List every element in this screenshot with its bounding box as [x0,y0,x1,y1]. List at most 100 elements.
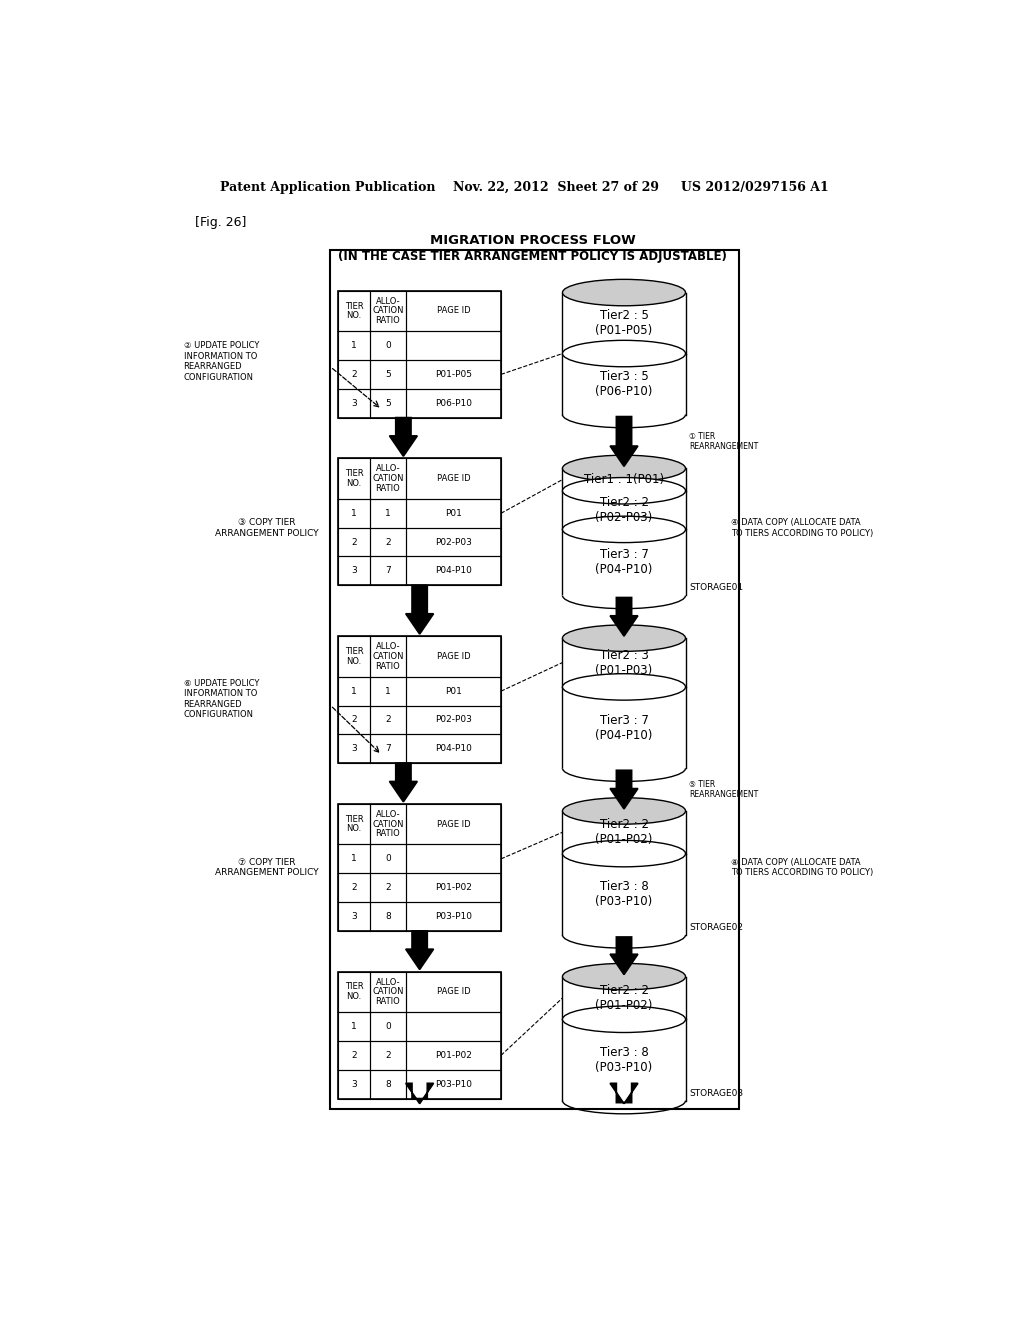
Text: [Fig. 26]: [Fig. 26] [196,216,247,230]
Bar [562,595,685,602]
Bar [406,557,501,585]
Bar [338,360,370,389]
Text: PAGE ID: PAGE ID [436,820,470,829]
Bar [338,557,370,585]
Bar [406,499,501,528]
Bar [406,290,501,331]
Text: P06-P10: P06-P10 [435,399,472,408]
Bar [562,414,685,421]
Bar [370,677,406,706]
Text: 1: 1 [351,686,357,696]
Text: ALLO-
CATION
RATIO: ALLO- CATION RATIO [372,978,403,1006]
Text: 7: 7 [385,566,391,576]
Bar [338,528,370,557]
Text: 2: 2 [351,883,357,892]
Text: STORAGE01: STORAGE01 [689,583,743,593]
Text: Tier3 : 8
(P03-P10): Tier3 : 8 (P03-P10) [595,880,652,908]
Bar [338,874,370,902]
Bar [338,804,501,931]
Bar [338,677,370,706]
Bar [331,249,739,1109]
Text: 8: 8 [385,912,391,921]
Text: 2: 2 [351,370,357,379]
Text: P01: P01 [445,508,462,517]
Text: 2: 2 [385,1051,391,1060]
Text: STORAGE03: STORAGE03 [689,1089,743,1097]
Ellipse shape [562,280,685,306]
Text: P02-P03: P02-P03 [435,715,472,725]
Text: TIER
NO.: TIER NO. [345,647,364,665]
Text: ④ DATA COPY (ALLOCATE DATA
TO TIERS ACCORDING TO POLICY): ④ DATA COPY (ALLOCATE DATA TO TIERS ACCO… [731,519,873,537]
Text: P01-P02: P01-P02 [435,883,472,892]
Text: Tier2 : 2
(P02-P03): Tier2 : 2 (P02-P03) [595,496,652,524]
Bar [338,458,370,499]
Bar [338,902,370,931]
Bar [370,874,406,902]
Text: Tier3 : 7
(P04-P10): Tier3 : 7 (P04-P10) [595,714,652,742]
Text: 7: 7 [385,744,391,754]
Text: STORAGE02: STORAGE02 [689,923,743,932]
Bar [406,389,501,417]
Text: Tier1 : 1(P01): Tier1 : 1(P01) [584,473,664,486]
Bar [406,1069,501,1098]
FancyArrow shape [389,763,417,801]
Text: TIER
NO.: TIER NO. [345,469,364,488]
Bar [338,706,370,734]
FancyArrow shape [406,931,433,969]
Text: ALLO-
CATION
RATIO: ALLO- CATION RATIO [372,297,403,325]
Text: 3: 3 [351,912,357,921]
Bar [406,528,501,557]
Text: P03-P10: P03-P10 [435,1080,472,1089]
Bar [406,1041,501,1069]
Bar [370,360,406,389]
Text: 3: 3 [351,399,357,408]
Bar [406,677,501,706]
Text: P01: P01 [445,686,462,696]
Bar [370,458,406,499]
Text: 2: 2 [351,1051,357,1060]
Bar [338,845,370,874]
Text: 1: 1 [385,686,391,696]
FancyArrow shape [406,585,433,634]
Text: Tier2 : 2
(P01-P02): Tier2 : 2 (P01-P02) [595,818,652,846]
Text: TIER
NO.: TIER NO. [345,301,364,321]
Text: P01-P02: P01-P02 [435,1051,472,1060]
Text: 0: 0 [385,341,391,350]
Text: ALLO-
CATION
RATIO: ALLO- CATION RATIO [372,465,403,492]
Bar [338,389,370,417]
Ellipse shape [562,1006,685,1032]
Text: 2: 2 [351,537,357,546]
Ellipse shape [562,341,685,367]
FancyArrow shape [610,598,638,636]
Text: PAGE ID: PAGE ID [436,306,470,315]
Text: 5: 5 [385,399,391,408]
FancyArrow shape [389,417,417,457]
Bar [370,1012,406,1041]
Bar [370,389,406,417]
Text: P01-P05: P01-P05 [435,370,472,379]
Bar [338,636,370,677]
Bar [562,1101,685,1107]
Bar [338,499,370,528]
Ellipse shape [562,516,685,543]
FancyArrow shape [610,937,638,974]
Bar [338,1012,370,1041]
Text: PAGE ID: PAGE ID [436,474,470,483]
Ellipse shape [562,673,685,700]
Bar [406,804,501,845]
Bar [338,1069,370,1098]
Text: 0: 0 [385,1022,391,1031]
Bar [406,706,501,734]
Text: 1: 1 [351,508,357,517]
Text: P03-P10: P03-P10 [435,912,472,921]
Bar [370,290,406,331]
FancyArrow shape [610,417,638,466]
Bar [406,458,501,499]
Text: 2: 2 [351,715,357,725]
Bar [406,874,501,902]
Bar [338,804,370,845]
Text: Tier3 : 5
(P06-P10): Tier3 : 5 (P06-P10) [595,370,652,399]
Ellipse shape [562,797,685,824]
Text: PAGE ID: PAGE ID [436,652,470,661]
Bar [370,331,406,360]
